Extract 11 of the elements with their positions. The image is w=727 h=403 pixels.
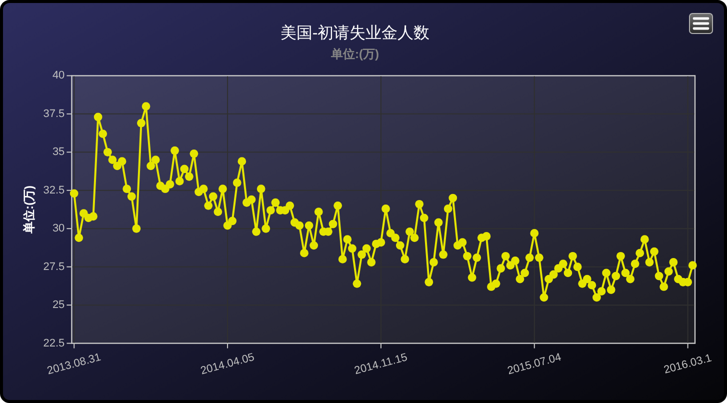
- y-tick-label: 40: [52, 70, 65, 82]
- title: 美国-初请失业金人数: [280, 25, 430, 42]
- y-tick-label: 32.5: [43, 184, 65, 196]
- y-axis-title: 单位:(万): [22, 186, 36, 234]
- y-tick-label: 27.5: [43, 260, 65, 273]
- y-tick-label: 37.5: [43, 108, 65, 120]
- y-tick-label: 30: [52, 222, 65, 235]
- y-tick-label: 22.5: [43, 337, 65, 350]
- y-tick-label: 25: [52, 299, 65, 312]
- y-tick-label: 35: [52, 146, 65, 158]
- subtitle: 单位:(万): [331, 47, 379, 61]
